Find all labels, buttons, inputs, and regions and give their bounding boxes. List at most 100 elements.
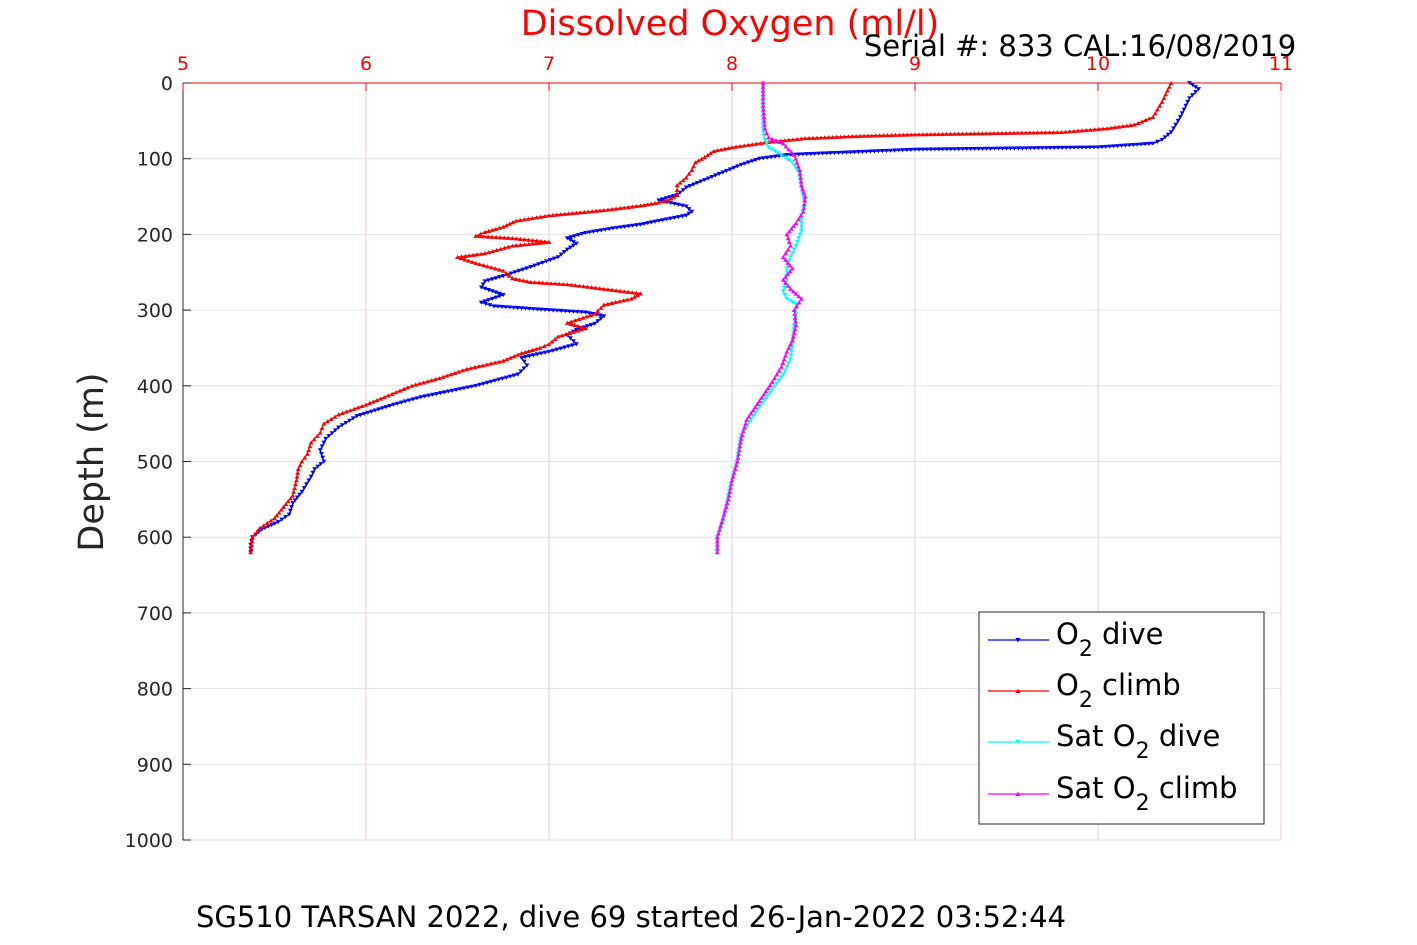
series-sat-o2-climb (714, 80, 808, 555)
data-point (478, 285, 484, 290)
data-point (1123, 143, 1128, 148)
data-point (1055, 145, 1061, 150)
data-point (758, 403, 763, 408)
data-point (562, 309, 568, 314)
data-point (788, 342, 793, 347)
data-point (533, 346, 539, 351)
data-point (699, 156, 704, 161)
data-point (269, 523, 274, 528)
data-point (552, 281, 558, 286)
data-point (550, 212, 556, 218)
data-point (1000, 146, 1005, 151)
x-tick-label: 6 (360, 53, 372, 75)
data-point (482, 279, 488, 284)
data-point (750, 408, 756, 413)
data-point (347, 408, 353, 413)
data-point (956, 131, 961, 136)
data-point (626, 224, 632, 229)
data-point (1187, 81, 1192, 86)
data-point (686, 207, 692, 212)
data-point (683, 204, 689, 209)
data-point (736, 451, 742, 456)
data-point (1116, 124, 1122, 129)
data-point (519, 355, 524, 360)
data-point (478, 300, 484, 305)
data-point (797, 171, 803, 176)
data-point (679, 214, 685, 219)
data-point (517, 277, 523, 282)
data-point (1079, 128, 1085, 133)
data-point (1130, 142, 1136, 148)
data-point (772, 376, 777, 381)
data-point (731, 165, 737, 170)
data-point (562, 345, 568, 350)
data-point (738, 436, 744, 441)
data-point (464, 366, 470, 372)
data-point (808, 152, 814, 157)
data-point (285, 499, 291, 504)
data-point (892, 148, 898, 153)
data-point (389, 391, 395, 396)
data-point (1196, 87, 1202, 92)
data-point (442, 390, 447, 395)
data-point (742, 161, 748, 166)
data-point (799, 296, 804, 301)
data-point (482, 286, 488, 291)
data-point (440, 374, 446, 379)
data-point (845, 134, 851, 139)
data-point (720, 170, 726, 175)
data-point (793, 302, 799, 307)
data-point (445, 389, 451, 394)
data-point (737, 444, 743, 449)
data-point (782, 155, 788, 160)
data-point (674, 192, 680, 197)
data-point (1193, 85, 1198, 90)
data-point (1150, 114, 1156, 119)
y-axis-label: Depth (m) (72, 372, 112, 551)
data-point (542, 343, 547, 348)
legend-label: O2 dive (1056, 617, 1164, 662)
data-point (768, 155, 774, 160)
data-point (674, 187, 680, 193)
data-point (577, 210, 583, 215)
data-point (503, 305, 509, 310)
data-point (1051, 145, 1057, 151)
data-point (948, 147, 954, 152)
data-point (784, 277, 790, 282)
y-tick-label: 900 (137, 754, 173, 776)
data-point (540, 260, 545, 265)
data-point (792, 164, 798, 169)
data-point (409, 383, 415, 388)
data-point (586, 311, 592, 316)
data-point (482, 299, 488, 304)
data-point (629, 290, 635, 295)
data-point (788, 286, 793, 291)
data-point (732, 466, 738, 471)
data-point (1039, 130, 1045, 135)
data-point (518, 369, 524, 374)
data-point (301, 486, 307, 491)
data-point (723, 504, 729, 509)
data-point (791, 152, 797, 157)
data-point (828, 151, 834, 156)
data-point (591, 229, 596, 234)
data-point (358, 413, 363, 418)
y-tick-label: 600 (137, 527, 173, 549)
data-point (718, 147, 724, 152)
data-point (729, 478, 735, 483)
data-point (514, 243, 519, 248)
data-point (789, 338, 795, 343)
data-point (802, 136, 808, 141)
data-point (513, 218, 519, 223)
data-point (764, 155, 770, 160)
data-point (469, 384, 475, 389)
data-point (498, 246, 504, 251)
data-point (477, 234, 483, 239)
data-point (790, 137, 796, 142)
data-point (319, 444, 325, 449)
data-point (761, 107, 766, 112)
data-point (801, 205, 807, 210)
data-point (474, 252, 480, 257)
data-point (521, 366, 527, 371)
data-point (369, 409, 374, 414)
